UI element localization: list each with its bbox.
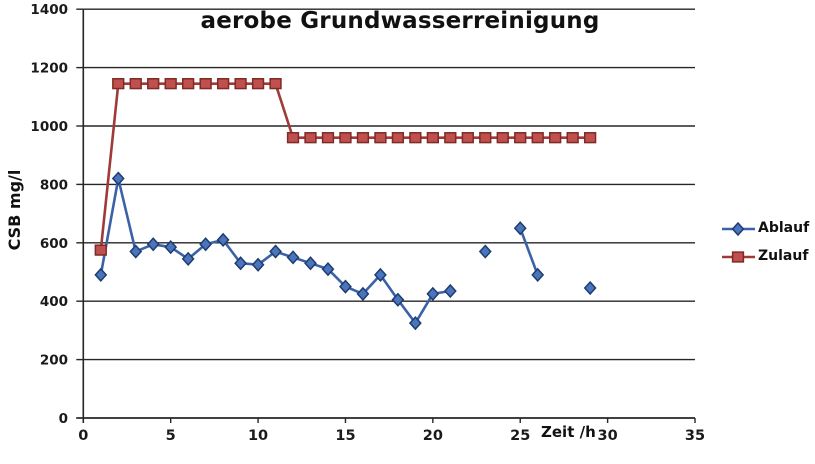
zulauf-marker (496, 132, 509, 144)
y-axis-title: CSB mg/l (5, 169, 24, 251)
ablauf-marker (356, 286, 370, 302)
zulauf-marker (356, 132, 370, 144)
x-tick-label: 10 (248, 428, 268, 444)
ablauf-marker (304, 256, 317, 271)
ablauf-marker (286, 250, 300, 265)
ablauf-marker (478, 244, 492, 259)
zulauf-marker (479, 132, 492, 144)
zulauf-legend-marker (731, 250, 745, 263)
ablauf-marker (199, 237, 213, 252)
zulauf-legend-marker-icon (722, 250, 755, 263)
zulauf-marker (164, 78, 177, 90)
zulauf-marker (339, 132, 352, 144)
ablauf-marker (531, 267, 545, 283)
y-tick-label: 1200 (30, 61, 68, 77)
zulauf-marker (147, 78, 160, 90)
zulauf-marker (426, 132, 439, 144)
zulauf-marker (199, 78, 212, 90)
zulauf-marker (304, 132, 317, 144)
ablauf-marker (443, 283, 457, 299)
y-tick-label: 400 (40, 294, 68, 310)
zulauf-marker (374, 132, 387, 144)
zulauf-marker (583, 132, 597, 144)
ablauf-marker (513, 221, 527, 236)
zulauf-marker (321, 132, 335, 144)
x-axis-title: Zeit /h (541, 423, 596, 441)
ablauf-legend-marker (731, 221, 745, 236)
zulauf-marker (269, 78, 282, 90)
x-tick-label: 20 (423, 428, 443, 444)
zulauf-marker (531, 132, 544, 144)
ablauf-marker (391, 292, 405, 307)
ablauf-series-line (518, 226, 540, 277)
chart-title: aerobe Grundwasserreinigung (200, 8, 600, 34)
x-tick-label: 15 (335, 428, 355, 444)
ablauf-marker (426, 286, 440, 302)
x-tick-label: 25 (510, 428, 530, 444)
zulauf-marker (182, 78, 195, 90)
x-tick-label: 5 (166, 428, 176, 444)
zulauf-marker (216, 78, 230, 90)
ablauf-marker (234, 256, 248, 271)
y-tick-label: 1000 (30, 119, 68, 135)
ablauf-marker (251, 257, 265, 272)
ablauf-marker (129, 244, 143, 259)
zulauf-marker (461, 132, 474, 144)
legend-label-zulauf: Zulauf (758, 248, 809, 264)
ablauf-marker (216, 232, 230, 248)
ablauf-marker (408, 315, 422, 331)
zulauf-marker (286, 132, 300, 144)
ablauf-marker (181, 251, 195, 266)
zulauf-marker (566, 132, 579, 144)
legend-label-ablauf: Ablauf (758, 220, 810, 236)
zulauf-marker (444, 132, 457, 144)
zulauf-marker (549, 132, 562, 144)
y-tick-label: 1400 (30, 2, 68, 18)
ablauf-marker (94, 267, 108, 283)
legend-item-zulauf: Zulauf (721, 248, 809, 265)
ablauf-legend-marker-icon (722, 221, 755, 236)
ablauf-marker (321, 261, 335, 277)
x-tick-label: 0 (78, 428, 88, 444)
zulauf-marker (129, 78, 142, 90)
ablauf-marker (269, 244, 282, 259)
zulauf-marker (112, 78, 125, 90)
ablauf-marker (374, 267, 387, 283)
y-tick-label: 0 (59, 411, 68, 427)
zulauf-marker (251, 78, 265, 90)
ablauf-marker (111, 171, 125, 186)
ablauf-marker (339, 279, 352, 294)
legend-item-ablauf: Ablauf (721, 220, 809, 237)
ablauf-marker (583, 280, 597, 296)
legend: Ablauf Zulauf (721, 220, 809, 265)
zulauf-marker (391, 132, 405, 144)
y-tick-label: 800 (40, 177, 68, 193)
x-tick-label: 35 (685, 428, 705, 444)
ablauf-marker (146, 237, 160, 252)
y-tick-label: 200 (40, 353, 68, 369)
ablauf-marker (164, 240, 178, 255)
zulauf-marker (409, 132, 422, 144)
x-tick-label: 30 (598, 428, 618, 444)
y-tick-label: 600 (40, 236, 68, 252)
zulauf-marker (514, 132, 527, 144)
zulauf-marker (94, 244, 107, 256)
zulauf-marker (234, 78, 247, 90)
